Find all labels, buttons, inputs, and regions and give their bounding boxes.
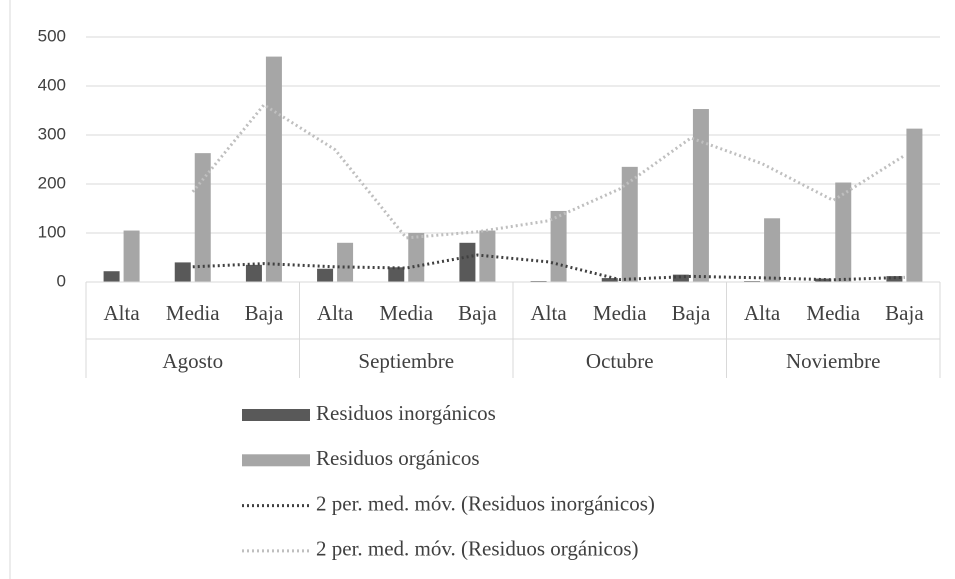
group-label: Octubre [586,349,654,373]
bar [815,278,832,282]
moving-average-line [191,102,906,240]
bar [103,271,120,282]
bar [601,278,618,282]
x-tick-label: Alta [317,301,354,325]
group-label: Noviembre [786,349,880,373]
y-tick-label: 0 [57,271,66,290]
x-tick-label: Baja [245,301,284,325]
bar [459,242,476,282]
bar [194,153,211,282]
bar [835,182,852,282]
x-tick-label: Alta [531,301,568,325]
group-label: Agosto [162,349,223,373]
x-tick-label: Media [593,301,647,325]
legend-label: 2 per. med. móv. (Residuos orgánicos) [316,537,639,561]
bar [265,56,282,282]
bar [692,109,709,282]
bar [245,264,262,282]
bar [317,268,334,282]
y-tick-label: 500 [38,26,66,45]
moving-average-line [192,253,905,282]
legend-label: Residuos inorgánicos [316,401,496,425]
bar [672,274,689,282]
x-tick-label: Media [379,301,433,325]
x-tick-label: Baja [672,301,711,325]
x-tick-label: Media [166,301,220,325]
bar [388,267,405,282]
bar [174,262,191,282]
bar [764,218,781,282]
bar [550,210,567,282]
legend-label: 2 per. med. móv. (Residuos inorgánicos) [316,491,655,515]
legend-swatch [242,454,310,467]
bar [906,128,923,282]
bar [123,230,140,282]
x-tick-label: Baja [885,301,924,325]
y-tick-label: 200 [38,173,66,192]
y-tick-label: 300 [38,124,66,143]
legend-swatch [242,409,310,421]
bar [408,233,425,282]
bar [337,242,354,282]
bar [621,166,638,282]
y-tick-label: 100 [38,222,66,241]
x-tick-label: Baja [458,301,497,325]
x-tick-label: Alta [744,301,781,325]
y-tick-label: 400 [38,75,66,94]
x-tick-label: Media [806,301,860,325]
legend-label: Residuos orgánicos [316,446,480,470]
x-tick-label: Alta [104,301,141,325]
group-label: Septiembre [358,349,454,373]
